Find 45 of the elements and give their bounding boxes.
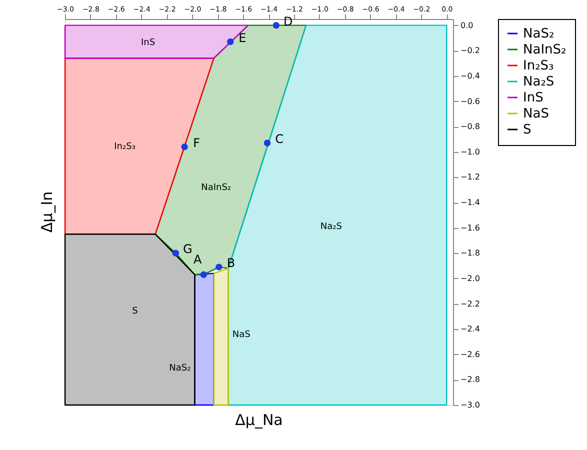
y-tick-label: −2.8 (460, 375, 480, 384)
y-tick-label: 0.0 (460, 20, 474, 30)
annotation: G (183, 242, 192, 256)
point (272, 22, 280, 29)
annotation: C (275, 132, 284, 146)
y-tick-label: −2.0 (460, 274, 480, 283)
y-tick-label: −1.2 (460, 172, 480, 182)
legend-label: NaS (523, 106, 549, 122)
y-tick-label: −0.8 (460, 122, 480, 132)
y-tick-label: −0.6 (460, 96, 480, 106)
text: In₂S₃ (114, 142, 136, 152)
text: S (132, 306, 138, 317)
text: NaS (232, 330, 250, 340)
text: InS (140, 38, 156, 48)
legend-label: NaInS₂ (523, 42, 566, 58)
text: Na₂S (320, 222, 342, 232)
x-axis-title: Δμ_Na (235, 411, 283, 429)
y-tick-label: −0.4 (460, 71, 480, 80)
y-tick-label: −2.2 (460, 299, 480, 308)
legend-label: Na₂S (523, 74, 554, 90)
text: NaInS₂ (201, 182, 232, 193)
annotation: A (194, 252, 203, 267)
y-tick-label: −0.2 (460, 46, 480, 56)
y-axis-title: Δμ_In (38, 191, 56, 233)
point (216, 264, 222, 270)
y-tick-label: −1.4 (460, 198, 480, 208)
y-tick-label: −2.4 (460, 324, 480, 334)
annotation: F (193, 136, 200, 150)
y-tick-label: −1.8 (460, 248, 480, 258)
point (200, 271, 208, 278)
point (172, 250, 180, 256)
point (264, 140, 271, 146)
point (181, 143, 188, 150)
point (227, 38, 234, 46)
y-tick-label: −1.6 (460, 223, 480, 232)
text: NaS₂ (169, 364, 191, 374)
annotation: E (238, 30, 246, 45)
y-tick-label: −1.0 (460, 147, 480, 156)
legend-label: In₂S₃ (523, 58, 554, 74)
legend-label: InS (523, 90, 544, 106)
y-tick-label: −2.6 (460, 350, 480, 359)
annotation: D (284, 14, 293, 28)
y-tick-label: −3.0 (460, 400, 480, 410)
legend-label: S (523, 122, 532, 138)
legend-label: NaS₂ (523, 26, 554, 42)
